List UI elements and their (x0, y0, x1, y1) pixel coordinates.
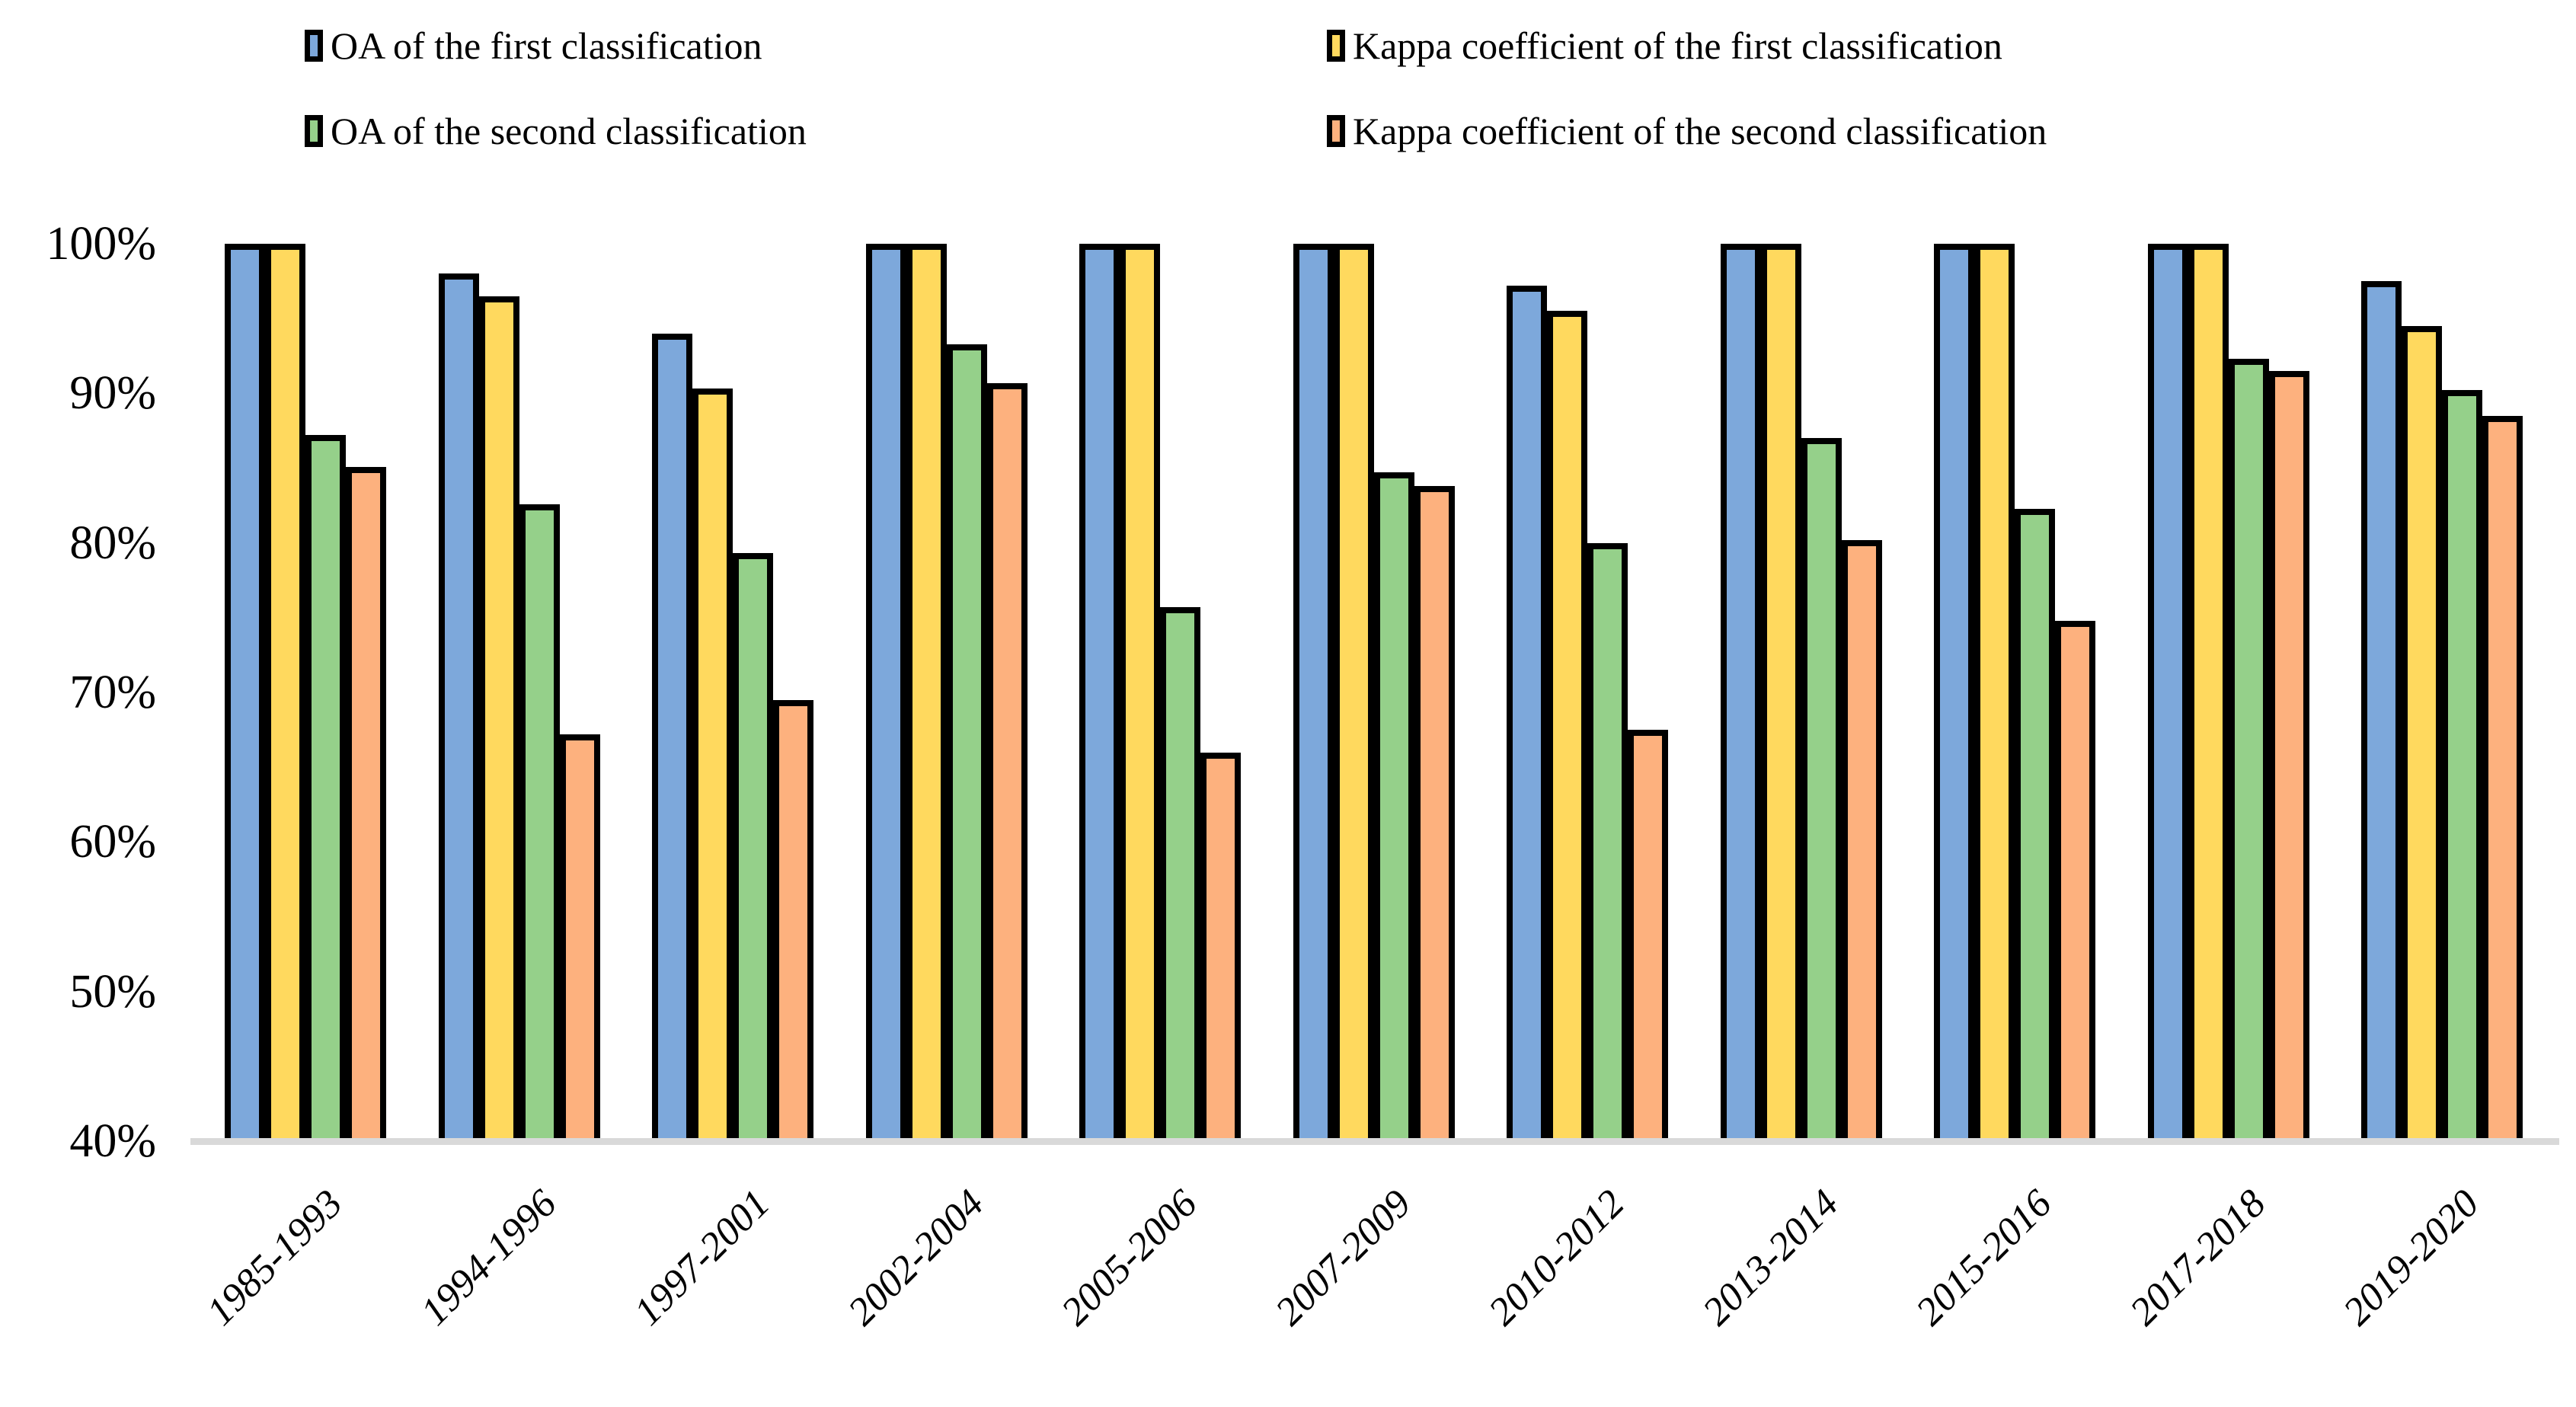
x-category-label: 2010-2012 (1480, 1182, 1633, 1334)
legend-label: Kappa coefficient of the first classific… (1353, 24, 2002, 67)
bar-2002-2004-series2 (946, 344, 987, 1141)
bar-2010-2012-series2 (1587, 542, 1628, 1141)
bar-2019-2020-series0 (2361, 281, 2402, 1141)
bar-1997-2001-series0 (652, 333, 692, 1141)
bar-2013-2014-series0 (1720, 244, 1761, 1141)
bar-2005-2006-series1 (1120, 244, 1160, 1141)
bar-1997-2001-series1 (692, 389, 733, 1141)
y-tick-label: 40% (69, 1115, 156, 1167)
y-tick-label: 60% (69, 816, 156, 868)
bar-1994-1996-series2 (519, 504, 560, 1141)
bar-2013-2014-series1 (1760, 244, 1801, 1141)
legend-swatch-yellow (1327, 30, 1345, 62)
bar-1997-2001-series3 (773, 699, 813, 1141)
y-tick-label: 50% (69, 965, 156, 1018)
legend-swatch-blue (305, 30, 323, 62)
bar-2005-2006-series2 (1160, 607, 1200, 1141)
bar-2007-2009-series0 (1293, 244, 1334, 1141)
bar-2015-2016-series2 (2015, 508, 2055, 1141)
legend-item-kappa-second: Kappa coefficient of the second classifi… (1327, 107, 2047, 155)
bar-2017-2018-series1 (2188, 244, 2229, 1141)
x-category-label: 1994-1996 (412, 1182, 565, 1334)
bar-1994-1996-series3 (559, 734, 600, 1141)
x-category-label: 1985-1993 (198, 1182, 351, 1334)
bar-2017-2018-series3 (2268, 370, 2309, 1141)
x-category-label: 2013-2014 (1694, 1182, 1847, 1334)
y-tick-label: 70% (69, 667, 156, 718)
y-tick-label: 90% (69, 367, 156, 420)
x-category-label: 2019-2020 (2335, 1182, 2488, 1334)
bar-2002-2004-series1 (906, 244, 947, 1141)
legend-item-kappa-first: Kappa coefficient of the first classific… (1327, 21, 2002, 70)
bar-1997-2001-series2 (733, 553, 773, 1141)
x-category-label: 2015-2016 (1907, 1182, 2060, 1334)
x-category-label: 2017-2018 (2121, 1182, 2274, 1334)
bar-2010-2012-series3 (1628, 730, 1668, 1141)
bar-1985-1993-series2 (305, 435, 346, 1141)
bar-2013-2014-series3 (1841, 539, 1882, 1141)
legend-item-oa-first: OA of the first classification (305, 21, 762, 70)
bar-2015-2016-series0 (1934, 244, 1974, 1141)
x-category-label: 1997-2001 (625, 1182, 778, 1334)
bar-1994-1996-series0 (438, 273, 479, 1141)
bar-2013-2014-series2 (1801, 438, 1842, 1141)
bar-2015-2016-series3 (2055, 620, 2095, 1141)
legend-swatch-orange (1327, 115, 1345, 147)
legend-label: OA of the first classification (331, 24, 762, 67)
bar-2010-2012-series0 (1507, 285, 1547, 1141)
bar-2002-2004-series0 (865, 244, 906, 1141)
bar-2010-2012-series1 (1547, 311, 1587, 1141)
legend-label: Kappa coefficient of the second classifi… (1353, 110, 2047, 152)
legend-swatch-green (305, 115, 323, 147)
y-tick-label: 80% (69, 516, 156, 569)
legend-label: OA of the second classification (331, 110, 807, 152)
legend-item-oa-second: OA of the second classification (305, 107, 807, 155)
bar-2017-2018-series2 (2228, 359, 2269, 1141)
bar-2007-2009-series2 (1373, 472, 1414, 1141)
bar-2019-2020-series2 (2442, 390, 2482, 1141)
bar-2002-2004-series3 (986, 382, 1028, 1141)
bar-2019-2020-series3 (2482, 415, 2523, 1141)
x-category-label: 2005-2006 (1053, 1182, 1206, 1334)
bar-2019-2020-series1 (2402, 325, 2442, 1141)
bar-1985-1993-series0 (225, 244, 265, 1141)
bar-1985-1993-series1 (265, 244, 305, 1141)
bar-2015-2016-series1 (1974, 244, 2015, 1141)
bar-1985-1993-series3 (346, 466, 386, 1141)
x-category-label: 2002-2004 (839, 1182, 992, 1334)
bar-2007-2009-series1 (1333, 244, 1374, 1141)
bar-2005-2006-series0 (1079, 244, 1120, 1141)
y-tick-label: 100% (46, 218, 156, 270)
bar-2005-2006-series3 (1200, 752, 1241, 1141)
x-axis-line (190, 1138, 2559, 1145)
bar-1994-1996-series1 (478, 296, 519, 1141)
bar-2007-2009-series3 (1414, 486, 1455, 1141)
bar-2017-2018-series0 (2147, 244, 2188, 1141)
x-category-label: 2007-2009 (1267, 1182, 1420, 1334)
